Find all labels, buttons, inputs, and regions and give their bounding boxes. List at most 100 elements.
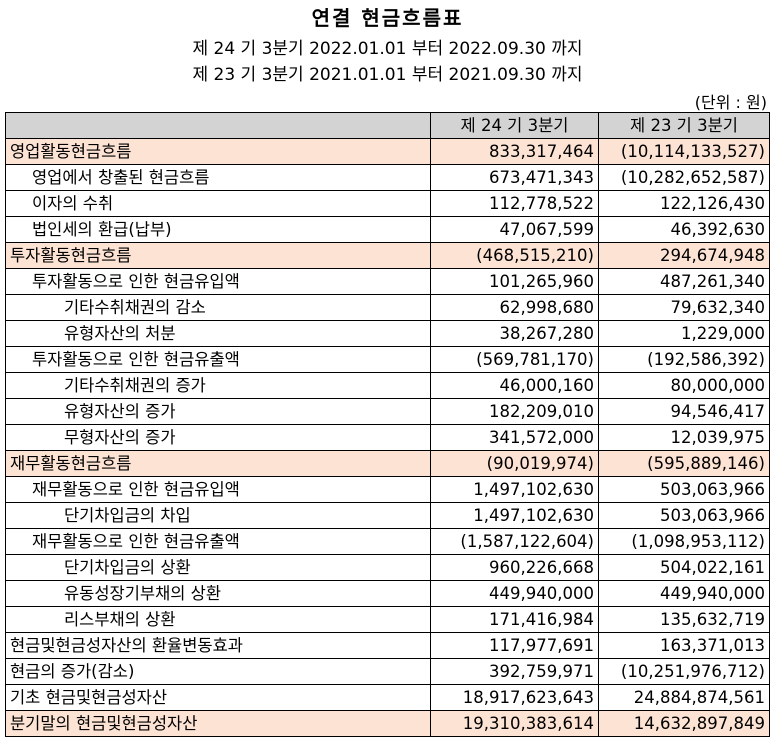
table-row: 영업에서 창출된 현금흐름 673,471,343 (10,282,652,58… bbox=[5, 164, 770, 191]
row-prior: 12,039,975 bbox=[598, 424, 770, 451]
row-current: 47,067,599 bbox=[430, 216, 599, 243]
row-prior: (10,114,133,527) bbox=[598, 138, 770, 165]
table-row: 투자활동으로 인한 현금유출액 (569,781,170) (192,586,3… bbox=[5, 346, 770, 373]
table-row: 재무활동으로 인한 현금유입액 1,497,102,630 503,063,96… bbox=[5, 476, 770, 503]
row-prior: (10,251,976,712) bbox=[598, 658, 770, 685]
table-row: 유형자산의 처분 38,267,280 1,229,000 bbox=[5, 320, 770, 347]
row-prior: 503,063,966 bbox=[598, 476, 770, 503]
period-prior: 제 23 기 3분기 2021.01.01 부터 2021.09.30 까지 bbox=[192, 65, 583, 85]
row-prior: 503,063,966 bbox=[598, 502, 770, 529]
row-prior: 135,632,719 bbox=[598, 606, 770, 633]
row-label: 투자활동으로 인한 현금유출액 bbox=[5, 346, 431, 373]
row-label: 유형자산의 처분 bbox=[5, 320, 431, 347]
row-label: 기초 현금및현금성자산 bbox=[5, 684, 431, 711]
row-prior: 24,884,874,561 bbox=[598, 684, 770, 711]
row-prior: (1,098,953,112) bbox=[598, 528, 770, 555]
row-current: 1,497,102,630 bbox=[430, 502, 599, 529]
row-label: 재무활동현금흐름 bbox=[5, 450, 431, 477]
unit-label: (단위 : 원) bbox=[694, 93, 767, 112]
row-label: 재무활동으로 인한 현금유출액 bbox=[5, 528, 431, 555]
row-label: 현금및현금성자산의 환율변동효과 bbox=[5, 632, 431, 659]
row-prior: 449,940,000 bbox=[598, 580, 770, 607]
table-row: 기타수취채권의 감소 62,998,680 79,632,340 bbox=[5, 294, 770, 321]
row-prior: 80,000,000 bbox=[598, 372, 770, 399]
row-label: 영업에서 창출된 현금흐름 bbox=[5, 164, 431, 191]
table-row: 현금및현금성자산의 환율변동효과 117,977,691 163,371,013 bbox=[5, 632, 770, 659]
row-prior: 122,126,430 bbox=[598, 190, 770, 217]
table-row: 현금의 증가(감소) 392,759,971 (10,251,976,712) bbox=[5, 658, 770, 685]
row-label: 단기차입금의 상환 bbox=[5, 554, 431, 581]
table-row-operating: 영업활동현금흐름 833,317,464 (10,114,133,527) bbox=[5, 138, 770, 165]
row-current: 182,209,010 bbox=[430, 398, 599, 425]
table-row: 투자활동으로 인한 현금유입액 101,265,960 487,261,340 bbox=[5, 268, 770, 295]
row-label: 법인세의 환급(납부) bbox=[5, 216, 431, 243]
row-current: 392,759,971 bbox=[430, 658, 599, 685]
row-current: 1,497,102,630 bbox=[430, 476, 599, 503]
row-prior: 294,674,948 bbox=[598, 242, 770, 269]
row-prior: (192,586,392) bbox=[598, 346, 770, 373]
row-prior: (10,282,652,587) bbox=[598, 164, 770, 191]
row-current: 38,267,280 bbox=[430, 320, 599, 347]
row-label: 기타수취채권의 증가 bbox=[5, 372, 431, 399]
table-row: 무형자산의 증가 341,572,000 12,039,975 bbox=[5, 424, 770, 451]
row-label: 리스부채의 상환 bbox=[5, 606, 431, 633]
table-row-financing: 재무활동현금흐름 (90,019,974) (595,889,146) bbox=[5, 450, 770, 477]
table-row: 기초 현금및현금성자산 18,917,623,643 24,884,874,56… bbox=[5, 684, 770, 711]
row-label: 투자활동으로 인한 현금유입액 bbox=[5, 268, 431, 295]
row-label: 현금의 증가(감소) bbox=[5, 658, 431, 685]
row-label: 기타수취채권의 감소 bbox=[5, 294, 431, 321]
row-prior: 94,546,417 bbox=[598, 398, 770, 425]
row-prior: 79,632,340 bbox=[598, 294, 770, 321]
row-prior: 1,229,000 bbox=[598, 320, 770, 347]
header-label-cell bbox=[5, 112, 431, 139]
row-label: 투자활동현금흐름 bbox=[5, 242, 431, 269]
header-prior-period: 제 23 기 3분기 bbox=[598, 112, 770, 139]
table-row: 법인세의 환급(납부) 47,067,599 46,392,630 bbox=[5, 216, 770, 243]
row-prior: 46,392,630 bbox=[598, 216, 770, 243]
table-header-row: 제 24 기 3분기 제 23 기 3분기 bbox=[5, 112, 770, 139]
row-current: (90,019,974) bbox=[430, 450, 599, 477]
row-label: 유동성장기부채의 상환 bbox=[5, 580, 431, 607]
row-current: 46,000,160 bbox=[430, 372, 599, 399]
table-row: 재무활동으로 인한 현금유출액 (1,587,122,604) (1,098,9… bbox=[5, 528, 770, 555]
row-current: 18,917,623,643 bbox=[430, 684, 599, 711]
row-current: 112,778,522 bbox=[430, 190, 599, 217]
row-label: 재무활동으로 인한 현금유입액 bbox=[5, 476, 431, 503]
row-label: 분기말의 현금및현금성자산 bbox=[5, 710, 431, 737]
row-current: (468,515,210) bbox=[430, 242, 599, 269]
row-current: 960,226,668 bbox=[430, 554, 599, 581]
row-label: 영업활동현금흐름 bbox=[5, 138, 431, 165]
row-current: (569,781,170) bbox=[430, 346, 599, 373]
row-current: 117,977,691 bbox=[430, 632, 599, 659]
row-current: 341,572,000 bbox=[430, 424, 599, 451]
row-current: (1,587,122,604) bbox=[430, 528, 599, 555]
period-current: 제 24 기 3분기 2022.01.01 부터 2022.09.30 까지 bbox=[192, 39, 583, 59]
table-row: 이자의 수취 112,778,522 122,126,430 bbox=[5, 190, 770, 217]
row-current: 673,471,343 bbox=[430, 164, 599, 191]
row-current: 62,998,680 bbox=[430, 294, 599, 321]
row-prior: 487,261,340 bbox=[598, 268, 770, 295]
table-row-investing: 투자활동현금흐름 (468,515,210) 294,674,948 bbox=[5, 242, 770, 269]
row-current: 449,940,000 bbox=[430, 580, 599, 607]
row-prior: 504,022,161 bbox=[598, 554, 770, 581]
header-current-period: 제 24 기 3분기 bbox=[430, 112, 599, 139]
row-current: 101,265,960 bbox=[430, 268, 599, 295]
row-prior: 14,632,897,849 bbox=[598, 710, 770, 737]
table-row: 유형자산의 증가 182,209,010 94,546,417 bbox=[5, 398, 770, 425]
row-current: 833,317,464 bbox=[430, 138, 599, 165]
table-row: 리스부채의 상환 171,416,984 135,632,719 bbox=[5, 606, 770, 633]
row-label: 단기차입금의 차입 bbox=[5, 502, 431, 529]
row-prior: (595,889,146) bbox=[598, 450, 770, 477]
row-label: 유형자산의 증가 bbox=[5, 398, 431, 425]
table-row: 유동성장기부채의 상환 449,940,000 449,940,000 bbox=[5, 580, 770, 607]
table-row: 단기차입금의 상환 960,226,668 504,022,161 bbox=[5, 554, 770, 581]
row-current: 19,310,383,614 bbox=[430, 710, 599, 737]
document-title: 연결 현금흐름표 bbox=[311, 6, 464, 30]
table-row: 기타수취채권의 증가 46,000,160 80,000,000 bbox=[5, 372, 770, 399]
row-label: 이자의 수취 bbox=[5, 190, 431, 217]
cash-flow-table: 제 24 기 3분기 제 23 기 3분기 영업활동현금흐름 833,317,4… bbox=[5, 112, 770, 737]
row-current: 171,416,984 bbox=[430, 606, 599, 633]
table-row: 단기차입금의 차입 1,497,102,630 503,063,966 bbox=[5, 502, 770, 529]
row-label: 무형자산의 증가 bbox=[5, 424, 431, 451]
row-prior: 163,371,013 bbox=[598, 632, 770, 659]
